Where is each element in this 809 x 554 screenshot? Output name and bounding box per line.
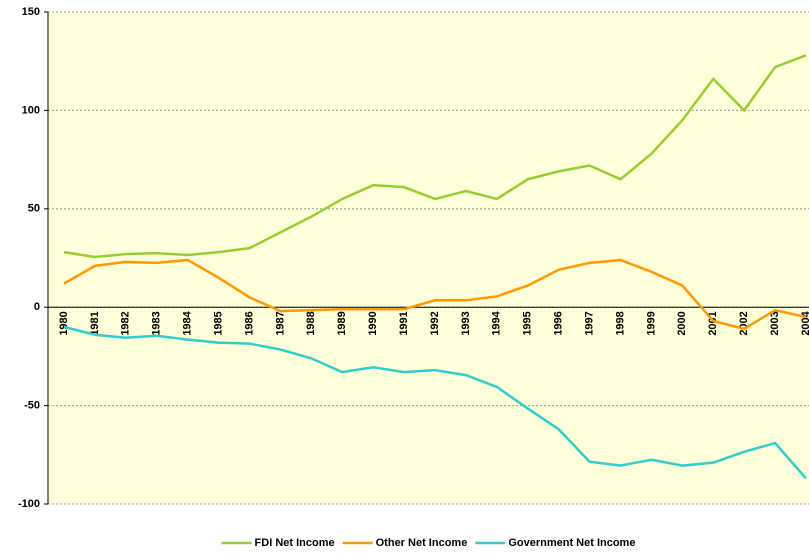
x-tick-label: 1995	[522, 311, 534, 335]
x-tick-label: 1982	[120, 311, 132, 335]
x-tick-label: 1996	[553, 311, 565, 335]
x-tick-label: 1998	[614, 311, 626, 335]
plot-area	[48, 12, 809, 504]
x-tick-label: 1991	[398, 311, 410, 335]
x-tick-label: 1997	[583, 311, 595, 335]
x-tick-label: 2003	[769, 311, 781, 335]
x-tick-label: 1984	[182, 310, 194, 335]
x-tick-label: 1985	[212, 311, 224, 335]
x-tick-label: 1993	[460, 311, 472, 335]
x-tick-label: 1992	[429, 311, 441, 335]
x-tick-label: 2000	[676, 311, 688, 335]
x-tick-label: 1994	[491, 310, 503, 335]
y-tick-label: 100	[22, 104, 40, 116]
y-tick-label: -100	[18, 498, 40, 510]
x-tick-label: 1999	[645, 311, 657, 335]
x-tick-label: 1987	[274, 311, 286, 335]
legend: FDI Net Income Other Net Income Government…	[221, 537, 635, 549]
y-tick-label: 50	[28, 203, 40, 215]
series-line	[63, 258, 807, 331]
y-tick-label: -50	[24, 400, 40, 412]
x-tick-label: 1989	[336, 311, 348, 335]
x-tick-label: 2004	[800, 310, 809, 335]
x-tick-label: 1988	[305, 311, 317, 335]
x-tick-label: 1981	[89, 311, 101, 335]
legend-label: FDI Net Income	[255, 537, 335, 549]
x-tick-label: 1983	[151, 311, 163, 335]
x-tick-label: 1990	[367, 311, 379, 335]
x-tick-label: 1980	[58, 311, 70, 335]
legend-label: Government Net Income	[508, 537, 635, 549]
x-tick-label: 1986	[243, 311, 255, 335]
legend-label: Other Net Income	[376, 537, 468, 549]
y-tick-label: 150	[22, 6, 40, 18]
x-tick-label: 2002	[738, 311, 750, 335]
series-line	[63, 325, 807, 480]
y-tick-label: 0	[34, 301, 40, 313]
series-line	[63, 54, 807, 259]
